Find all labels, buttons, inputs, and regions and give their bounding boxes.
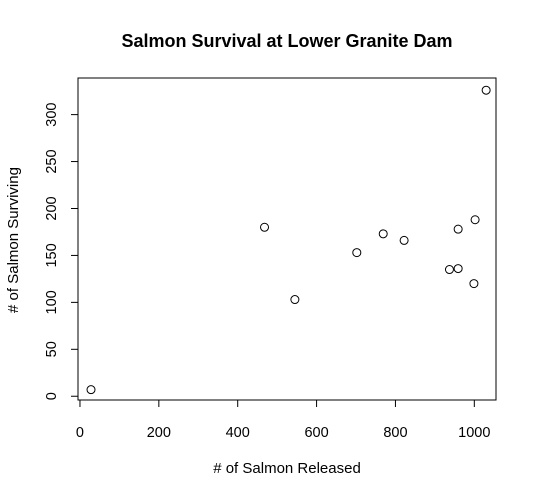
data-point: [444, 265, 454, 275]
x-axis-label: # of Salmon Released: [213, 460, 361, 477]
plot-frame: [77, 77, 497, 401]
chart-title: Salmon Survival at Lower Granite Dam: [121, 31, 452, 51]
data-point: [260, 222, 270, 232]
x-tick-label: 800: [383, 425, 407, 441]
data-point: [453, 264, 463, 274]
data-point: [290, 295, 300, 305]
x-tick-label: 600: [304, 425, 328, 441]
data-point: [399, 235, 409, 245]
y-tick-label: 50: [44, 341, 60, 357]
data-point: [470, 215, 480, 225]
data-points: [86, 85, 491, 395]
y-tick-label: 200: [44, 196, 60, 220]
data-point: [86, 385, 96, 395]
x-tick-label: 200: [147, 425, 171, 441]
data-point: [469, 279, 479, 289]
x-tick-label: 0: [76, 425, 84, 441]
y-tick-label: 300: [44, 103, 60, 127]
y-tick-label: 100: [44, 290, 60, 314]
x-tick-label: 400: [226, 425, 250, 441]
data-point: [453, 224, 463, 234]
y-axis-label: # of Salmon Surviving: [5, 167, 22, 313]
y-tick-label: 250: [44, 149, 60, 173]
data-point: [352, 248, 362, 258]
y-tick-label: 0: [44, 392, 60, 400]
x-tick-label: 1000: [458, 425, 490, 441]
data-point: [378, 229, 388, 239]
x-axis: 0 200 400 600 800 1000: [76, 399, 490, 441]
y-tick-label: 150: [44, 243, 60, 267]
data-point: [481, 85, 491, 95]
y-axis: 0 50 100 150 200 250 300: [44, 103, 79, 400]
